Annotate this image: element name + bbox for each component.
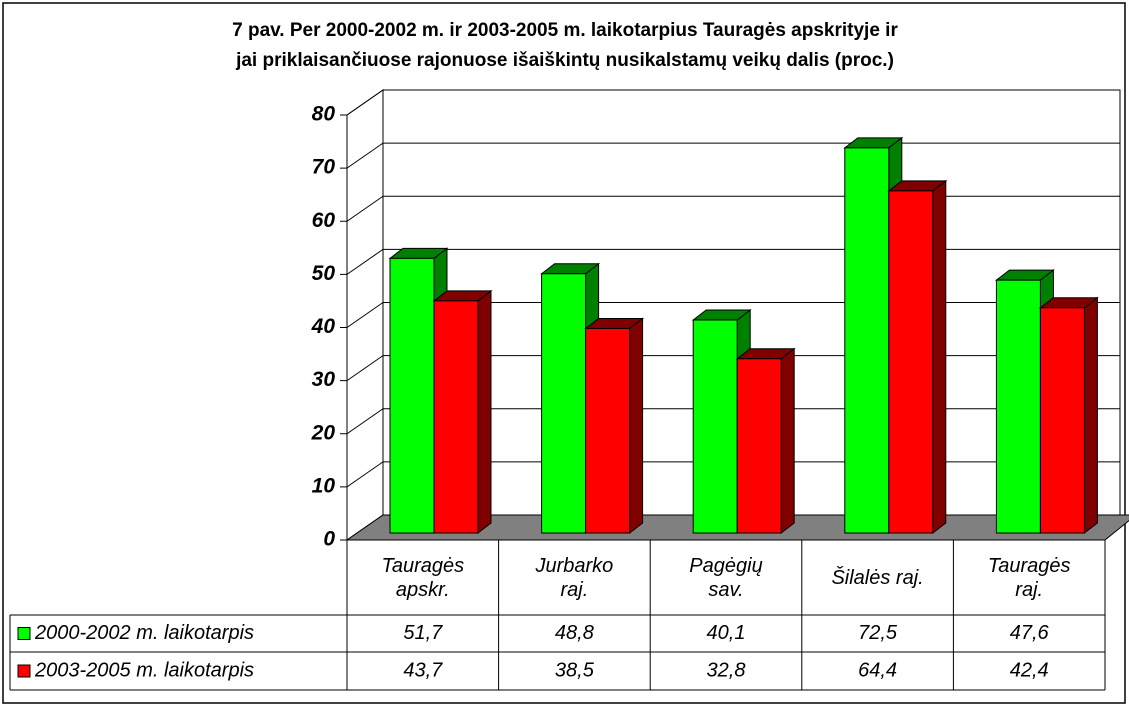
legend-key (17, 627, 31, 640)
bar (389, 257, 435, 534)
bar (888, 190, 934, 534)
chart-title: 7 pav. Per 2000-2002 m. ir 2003-2005 m. … (232, 20, 898, 41)
grid-line (346, 248, 384, 275)
value-label: 48,8 (555, 622, 594, 644)
y-tick-label: 40 (311, 315, 336, 338)
y-tick-label: 30 (312, 368, 336, 391)
y-tick-label: 10 (312, 474, 336, 497)
category-label: Tauragės apskr. (381, 554, 465, 601)
category-label: Tauragės raj. (987, 554, 1071, 601)
category-label: Jurbarko raj. (535, 554, 614, 601)
value-label: 40,1 (707, 622, 746, 644)
bar (692, 319, 738, 534)
bar-side (1083, 296, 1098, 535)
grid-line (346, 89, 384, 116)
grid-line (346, 142, 384, 169)
bar-side (932, 179, 947, 535)
chart-title: jai priklaisančiuose rajonuose išaiškint… (235, 50, 894, 71)
value-label: 32,8 (707, 659, 746, 681)
value-label: 64,4 (858, 659, 897, 681)
value-label: 43,7 (403, 659, 443, 681)
grid-line (346, 195, 384, 222)
y-tick-label: 20 (311, 421, 336, 444)
grid-line (346, 302, 384, 328)
bar (736, 358, 782, 534)
y-tick-label: 60 (312, 209, 336, 232)
value-label: 42,4 (1010, 659, 1049, 681)
bar (844, 147, 890, 534)
value-label: 72,5 (858, 622, 898, 644)
value-label: 51,7 (403, 622, 443, 644)
y-tick-label: 50 (312, 262, 336, 285)
y-tick-label: 80 (312, 103, 336, 126)
bar-side (780, 347, 795, 535)
bar (585, 327, 631, 534)
value-label: 47,6 (1010, 622, 1050, 644)
y-tick-label: 70 (312, 156, 336, 179)
bar (433, 300, 479, 534)
grid-line (346, 461, 384, 488)
value-label: 38,5 (555, 659, 595, 681)
bar-side (477, 289, 492, 535)
y-tick-label: 0 (323, 528, 335, 551)
category-label: Pagėgių sav. (689, 554, 763, 601)
legend-key (17, 664, 31, 678)
bar (995, 279, 1041, 534)
bar (1039, 307, 1085, 534)
bar-side (629, 317, 644, 535)
legend-label: 2000-2002 m. laikotarpis (34, 622, 254, 644)
category-label: Šilalės raj. (831, 566, 924, 589)
bar (541, 273, 587, 534)
legend-label: 2003-2005 m. laikotarpis (34, 659, 254, 681)
grid-line (346, 408, 384, 435)
grid-line (346, 355, 384, 382)
